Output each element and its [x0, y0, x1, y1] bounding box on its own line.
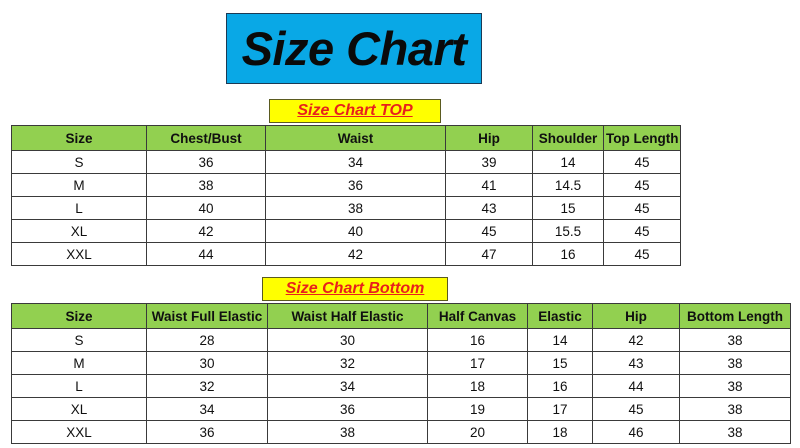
cell-size: XL: [11, 219, 147, 243]
cell-size: XXL: [11, 242, 147, 266]
cell-shoulder: 14: [532, 150, 604, 174]
table-row: XXL 44 42 47 16 45: [11, 242, 681, 266]
section-label-top-text: Size Chart TOP: [297, 102, 413, 119]
cell-elastic: 14: [527, 328, 593, 352]
table-row: S 28 30 16 14 42 38: [11, 328, 791, 352]
cell-top-length: 45: [603, 173, 681, 197]
cell-shoulder: 16: [532, 242, 604, 266]
table-row: M 38 36 41 14.5 45: [11, 173, 681, 197]
cell-hip: 39: [445, 150, 533, 174]
column-header-half-canvas: Half Canvas: [427, 303, 528, 329]
cell-size: XXL: [11, 420, 147, 444]
cell-waist-half-elastic: 34: [267, 374, 428, 398]
cell-hip: 45: [445, 219, 533, 243]
cell-size: L: [11, 196, 147, 220]
cell-waist: 42: [265, 242, 446, 266]
cell-bottom-length: 38: [679, 420, 791, 444]
size-chart-bottom-table: Size Waist Full Elastic Waist Half Elast…: [11, 303, 791, 444]
cell-shoulder: 15.5: [532, 219, 604, 243]
cell-waist-full-elastic: 32: [146, 374, 268, 398]
cell-chest-bust: 36: [146, 150, 266, 174]
column-header-bottom-length: Bottom Length: [679, 303, 791, 329]
column-header-elastic: Elastic: [527, 303, 593, 329]
cell-waist-full-elastic: 34: [146, 397, 268, 421]
banner-background: Size Chart: [226, 13, 482, 84]
cell-shoulder: 15: [532, 196, 604, 220]
table-header-row: Size Chest/Bust Waist Hip Shoulder Top L…: [11, 125, 681, 151]
section-label-top: Size Chart TOP: [269, 99, 441, 123]
cell-hip: 44: [592, 374, 680, 398]
cell-chest-bust: 44: [146, 242, 266, 266]
cell-hip: 46: [592, 420, 680, 444]
table-row: L 32 34 18 16 44 38: [11, 374, 791, 398]
cell-top-length: 45: [603, 242, 681, 266]
cell-hip: 47: [445, 242, 533, 266]
column-header-size: Size: [11, 125, 147, 151]
table-header-row: Size Waist Full Elastic Waist Half Elast…: [11, 303, 791, 329]
cell-size: M: [11, 351, 147, 375]
column-header-hip: Hip: [592, 303, 680, 329]
cell-half-canvas: 20: [427, 420, 528, 444]
cell-hip: 43: [592, 351, 680, 375]
column-header-size: Size: [11, 303, 147, 329]
cell-top-length: 45: [603, 196, 681, 220]
table-row: M 30 32 17 15 43 38: [11, 351, 791, 375]
cell-size: M: [11, 173, 147, 197]
cell-bottom-length: 38: [679, 328, 791, 352]
cell-size: L: [11, 374, 147, 398]
cell-hip: 43: [445, 196, 533, 220]
table-row: L 40 38 43 15 45: [11, 196, 681, 220]
cell-bottom-length: 38: [679, 397, 791, 421]
cell-top-length: 45: [603, 219, 681, 243]
cell-waist: 40: [265, 219, 446, 243]
cell-bottom-length: 38: [679, 351, 791, 375]
cell-hip: 42: [592, 328, 680, 352]
cell-waist-full-elastic: 36: [146, 420, 268, 444]
cell-half-canvas: 19: [427, 397, 528, 421]
table-row: XL 42 40 45 15.5 45: [11, 219, 681, 243]
cell-waist-half-elastic: 32: [267, 351, 428, 375]
cell-size: S: [11, 150, 147, 174]
column-header-chest-bust: Chest/Bust: [146, 125, 266, 151]
table-row: XXL 36 38 20 18 46 38: [11, 420, 791, 444]
cell-waist: 34: [265, 150, 446, 174]
cell-size: S: [11, 328, 147, 352]
cell-elastic: 15: [527, 351, 593, 375]
size-chart-banner: Size Chart: [226, 13, 482, 84]
column-header-waist-half-elastic: Waist Half Elastic: [267, 303, 428, 329]
column-header-shoulder: Shoulder: [532, 125, 604, 151]
cell-hip: 41: [445, 173, 533, 197]
cell-top-length: 45: [603, 150, 681, 174]
table-row: XL 34 36 19 17 45 38: [11, 397, 791, 421]
cell-waist: 38: [265, 196, 446, 220]
cell-hip: 45: [592, 397, 680, 421]
cell-size: XL: [11, 397, 147, 421]
cell-waist-full-elastic: 30: [146, 351, 268, 375]
cell-waist-half-elastic: 38: [267, 420, 428, 444]
cell-elastic: 17: [527, 397, 593, 421]
cell-shoulder: 14.5: [532, 173, 604, 197]
cell-chest-bust: 38: [146, 173, 266, 197]
cell-waist-half-elastic: 36: [267, 397, 428, 421]
cell-half-canvas: 16: [427, 328, 528, 352]
cell-chest-bust: 42: [146, 219, 266, 243]
column-header-top-length: Top Length: [603, 125, 681, 151]
cell-waist-half-elastic: 30: [267, 328, 428, 352]
cell-waist: 36: [265, 173, 446, 197]
cell-elastic: 18: [527, 420, 593, 444]
column-header-hip: Hip: [445, 125, 533, 151]
column-header-waist: Waist: [265, 125, 446, 151]
table-row: S 36 34 39 14 45: [11, 150, 681, 174]
section-label-bottom-text: Size Chart Bottom: [285, 280, 425, 297]
cell-bottom-length: 38: [679, 374, 791, 398]
size-chart-top-table: Size Chest/Bust Waist Hip Shoulder Top L…: [11, 125, 681, 266]
cell-waist-full-elastic: 28: [146, 328, 268, 352]
cell-chest-bust: 40: [146, 196, 266, 220]
column-header-waist-full-elastic: Waist Full Elastic: [146, 303, 268, 329]
page-title: Size Chart: [241, 22, 467, 75]
cell-half-canvas: 17: [427, 351, 528, 375]
cell-half-canvas: 18: [427, 374, 528, 398]
cell-elastic: 16: [527, 374, 593, 398]
section-label-bottom: Size Chart Bottom: [262, 277, 448, 301]
